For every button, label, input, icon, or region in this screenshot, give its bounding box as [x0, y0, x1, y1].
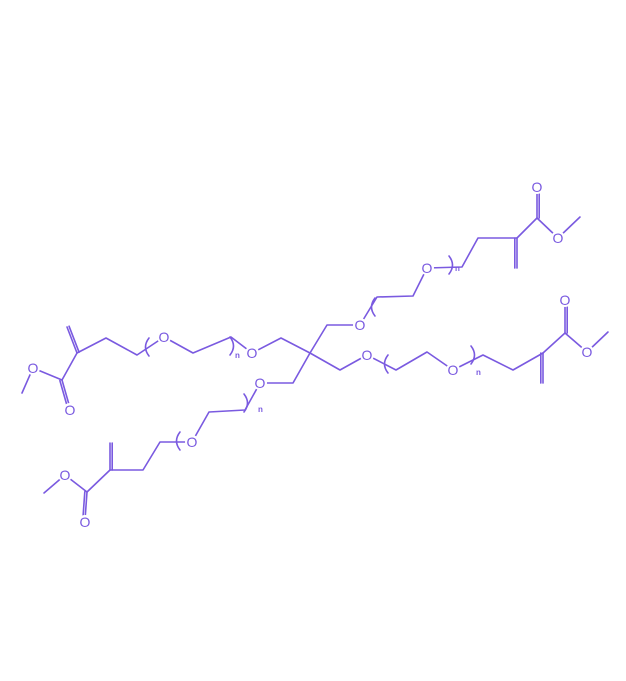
oxygen-atom-label: O — [28, 360, 39, 376]
bond — [61, 352, 78, 381]
repeat-count-label: n — [476, 368, 481, 377]
bond — [516, 217, 538, 239]
oxygen-atom-label: O — [362, 347, 373, 363]
bond — [309, 351, 544, 371]
repeat-bracket — [144, 337, 150, 357]
bond — [86, 469, 111, 493]
bond — [542, 332, 566, 354]
vinyl-bond — [66, 326, 78, 354]
repeat-count-label: n — [258, 405, 263, 414]
repeat-bracket — [383, 354, 389, 374]
repeat-bracket — [229, 336, 235, 356]
oxygen-atom-label: O — [159, 329, 170, 345]
oxygen-atom-label: O — [247, 345, 258, 361]
oxygen-atom-label: O — [560, 292, 571, 308]
oxygen-atom-label: O — [582, 344, 593, 360]
vinyl-bond — [68, 325, 80, 354]
bonds — [21, 189, 609, 521]
oxygen-atom-label: O — [65, 402, 76, 418]
oxygen-atom-label: O — [448, 362, 459, 378]
oxygen-atom-label: O — [553, 230, 564, 246]
oxygen-atom-label: O — [422, 260, 433, 276]
oxygen-atom-label: O — [355, 317, 366, 333]
repeat-bracket — [448, 255, 454, 275]
repeat-bracket — [470, 345, 476, 365]
oxygen-atom-label: O — [80, 514, 91, 530]
bond — [76, 336, 311, 356]
oxygen-atom-label: O — [60, 467, 71, 483]
repeat-bracket — [370, 297, 376, 317]
repeat-bracket — [175, 431, 181, 451]
carbonyl-bond — [82, 491, 86, 521]
repeat-bracket — [243, 393, 249, 413]
bond — [109, 352, 311, 471]
oxygen-atom-label: O — [255, 375, 266, 391]
bond — [309, 237, 518, 354]
oxygen-atom-label: O — [187, 434, 198, 450]
repeat-count-label: n — [235, 351, 240, 360]
repeat-count-label: n — [455, 264, 460, 273]
oxygen-atom-label: O — [532, 179, 543, 195]
